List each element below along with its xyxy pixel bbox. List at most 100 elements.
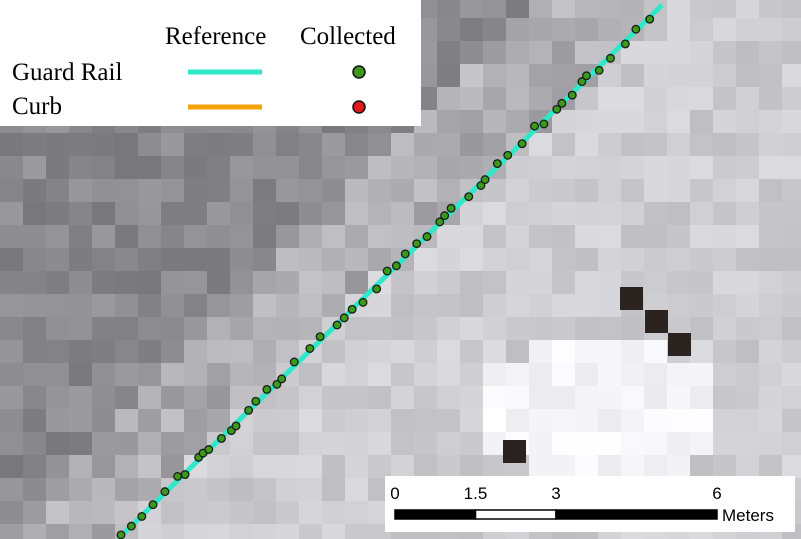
- pixel: [391, 363, 414, 386]
- pixel: [92, 133, 115, 156]
- pixel: [713, 64, 736, 87]
- pixel: [529, 386, 552, 409]
- pixel: [276, 156, 299, 179]
- pixel: [460, 363, 483, 386]
- pixel: [736, 225, 759, 248]
- pixel: [414, 432, 437, 455]
- pixel: [253, 248, 276, 271]
- pixel: [575, 202, 598, 225]
- collected-point: [359, 299, 367, 307]
- pixel: [138, 156, 161, 179]
- pixel: [138, 179, 161, 202]
- pixel: [782, 0, 801, 18]
- pixel: [391, 156, 414, 179]
- pixel: [391, 432, 414, 455]
- pixel: [253, 409, 276, 432]
- pixel: [437, 156, 460, 179]
- pixel: [552, 179, 575, 202]
- pixel: [23, 225, 46, 248]
- pixel: [368, 363, 391, 386]
- pixel: [644, 87, 667, 110]
- pixel: [414, 202, 437, 225]
- collected-point: [441, 212, 449, 220]
- pixel: [276, 294, 299, 317]
- pixel: [529, 294, 552, 317]
- pixel: [598, 317, 621, 340]
- collected-point: [504, 151, 512, 159]
- collected-point: [423, 233, 431, 241]
- pixel: [598, 455, 621, 478]
- pixel: [23, 386, 46, 409]
- pixel: [368, 340, 391, 363]
- pixel: [322, 179, 345, 202]
- pixel: [46, 455, 69, 478]
- collected-point: [306, 345, 314, 353]
- pixel: [184, 133, 207, 156]
- pixel: [115, 317, 138, 340]
- pixel: [759, 225, 782, 248]
- pixel: [598, 133, 621, 156]
- pixel: [207, 478, 230, 501]
- pixel: [529, 18, 552, 41]
- pixel: [782, 432, 801, 455]
- pixel: [759, 156, 782, 179]
- pixel: [460, 87, 483, 110]
- pixel: [667, 271, 690, 294]
- pixel: [690, 248, 713, 271]
- pixel: [138, 133, 161, 156]
- pixel: [299, 409, 322, 432]
- pixel: [184, 156, 207, 179]
- pixel: [92, 409, 115, 432]
- pixel: [460, 133, 483, 156]
- pixel: [138, 386, 161, 409]
- pixel: [115, 409, 138, 432]
- pixel: [552, 432, 575, 455]
- pixel: [23, 248, 46, 271]
- scale-segment: [476, 510, 557, 519]
- pixel: [437, 179, 460, 202]
- pixel: [345, 225, 368, 248]
- pixel: [713, 202, 736, 225]
- pixel: [506, 41, 529, 64]
- pixel: [644, 110, 667, 133]
- pixel: [391, 386, 414, 409]
- pixel: [713, 110, 736, 133]
- pixel: [69, 133, 92, 156]
- pixel: [460, 248, 483, 271]
- pixel: [483, 386, 506, 409]
- pixel: [69, 455, 92, 478]
- pixel: [598, 386, 621, 409]
- pixel: [759, 202, 782, 225]
- pixel: [690, 294, 713, 317]
- pixel: [759, 18, 782, 41]
- pixel: [299, 133, 322, 156]
- pixel: [690, 202, 713, 225]
- pixel: [644, 455, 667, 478]
- pixel: [161, 501, 184, 524]
- pixel: [667, 87, 690, 110]
- pixel: [322, 340, 345, 363]
- pixel: [460, 64, 483, 87]
- pixel: [69, 340, 92, 363]
- pixel: [161, 133, 184, 156]
- pixel: [483, 41, 506, 64]
- pixel: [460, 317, 483, 340]
- pixel: [345, 133, 368, 156]
- pixel: [529, 41, 552, 64]
- collected-point: [333, 321, 341, 329]
- pixel: [69, 317, 92, 340]
- pixel: [713, 179, 736, 202]
- pixel: [230, 294, 253, 317]
- pixel: [506, 110, 529, 133]
- pixel: [253, 340, 276, 363]
- pixel: [506, 87, 529, 110]
- pixel: [161, 294, 184, 317]
- pixel: [138, 317, 161, 340]
- pixel: [161, 409, 184, 432]
- pixel: [759, 87, 782, 110]
- collected-point: [494, 160, 502, 168]
- pixel: [0, 409, 23, 432]
- pixel: [621, 386, 644, 409]
- pixel: [506, 386, 529, 409]
- pixel: [782, 156, 801, 179]
